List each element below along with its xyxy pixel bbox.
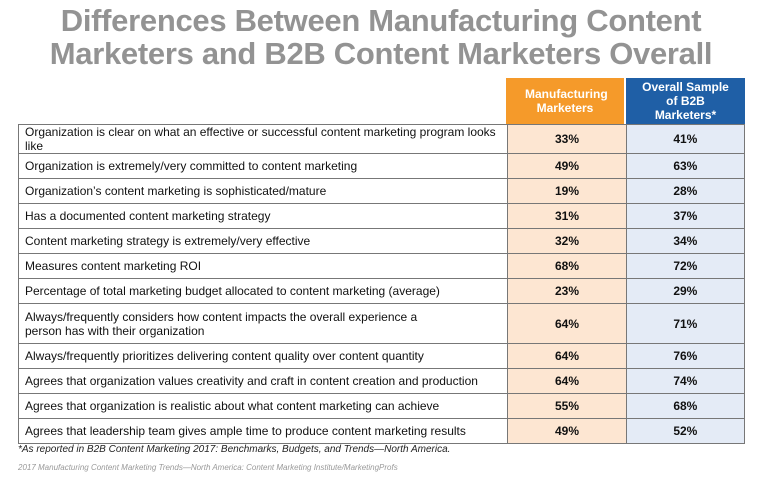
column-header-overall: Overall Sample of B2B Marketers* (626, 78, 745, 124)
manufacturing-value: 49% (507, 153, 627, 179)
table-row: Agrees that organization is realistic ab… (17, 393, 746, 419)
table-row: Percentage of total marketing budget all… (17, 278, 746, 304)
table-row: Measures content marketing ROI 68% 72% (17, 253, 746, 279)
row-label: Agrees that organization is realistic ab… (17, 393, 509, 419)
manufacturing-value: 64% (507, 343, 627, 369)
manufacturing-value: 33% (507, 124, 627, 154)
column-header-manufacturing: Manufacturing Marketers (506, 78, 624, 124)
page-title: Differences Between Manufacturing Conten… (0, 4, 762, 70)
row-label: Organization is clear on what an effecti… (17, 124, 509, 154)
table-row: Has a documented content marketing strat… (17, 203, 746, 229)
overall-value: 34% (625, 228, 746, 254)
title-line-2: Marketers and B2B Content Marketers Over… (49, 36, 713, 71)
overall-value: 28% (625, 178, 746, 204)
row-label-text: Always/frequently considers how content … (25, 309, 418, 338)
overall-value: 52% (625, 418, 746, 444)
table-row: Always/frequently prioritizes delivering… (17, 343, 746, 369)
overall-value: 41% (625, 124, 746, 154)
table-row: Always/frequently considers how content … (17, 303, 746, 344)
overall-value: 68% (625, 393, 746, 419)
table-row: Content marketing strategy is extremely/… (17, 228, 746, 254)
row-label: Organization is extremely/very committed… (17, 153, 509, 179)
manufacturing-value: 64% (507, 303, 627, 344)
row-label: Agrees that organization values creativi… (17, 368, 509, 394)
overall-value: 72% (625, 253, 746, 279)
row-label: Always/frequently considers how content … (17, 303, 509, 344)
row-label: Always/frequently prioritizes delivering… (17, 343, 509, 369)
manufacturing-value: 49% (507, 418, 627, 444)
row-label: Agrees that leadership team gives ample … (17, 418, 509, 444)
overall-value: 74% (625, 368, 746, 394)
overall-value: 37% (625, 203, 746, 229)
overall-value: 71% (625, 303, 746, 344)
row-label: Percentage of total marketing budget all… (17, 278, 509, 304)
manufacturing-value: 64% (507, 368, 627, 394)
footnote: *As reported in B2B Content Marketing 20… (18, 444, 451, 455)
table-row: Agrees that organization values creativi… (17, 368, 746, 394)
row-label: Organization’s content marketing is soph… (17, 178, 509, 204)
row-label: Content marketing strategy is extremely/… (17, 228, 509, 254)
row-label: Measures content marketing ROI (17, 253, 509, 279)
manufacturing-value: 31% (507, 203, 627, 229)
title-line-1: Differences Between Manufacturing Conten… (60, 3, 702, 38)
table-row: Organization is clear on what an effecti… (17, 124, 746, 154)
overall-value: 76% (625, 343, 746, 369)
table-row: Organization’s content marketing is soph… (17, 178, 746, 204)
overall-value: 29% (625, 278, 746, 304)
data-table: Organization is clear on what an effecti… (17, 124, 746, 444)
manufacturing-value: 68% (507, 253, 627, 279)
manufacturing-value: 55% (507, 393, 627, 419)
overall-value: 63% (625, 153, 746, 179)
manufacturing-value: 23% (507, 278, 627, 304)
manufacturing-value: 19% (507, 178, 627, 204)
source-credit: 2017 Manufacturing Content Marketing Tre… (18, 463, 398, 472)
table-row: Agrees that leadership team gives ample … (17, 418, 746, 444)
row-label: Has a documented content marketing strat… (17, 203, 509, 229)
table-row: Organization is extremely/very committed… (17, 153, 746, 179)
manufacturing-value: 32% (507, 228, 627, 254)
